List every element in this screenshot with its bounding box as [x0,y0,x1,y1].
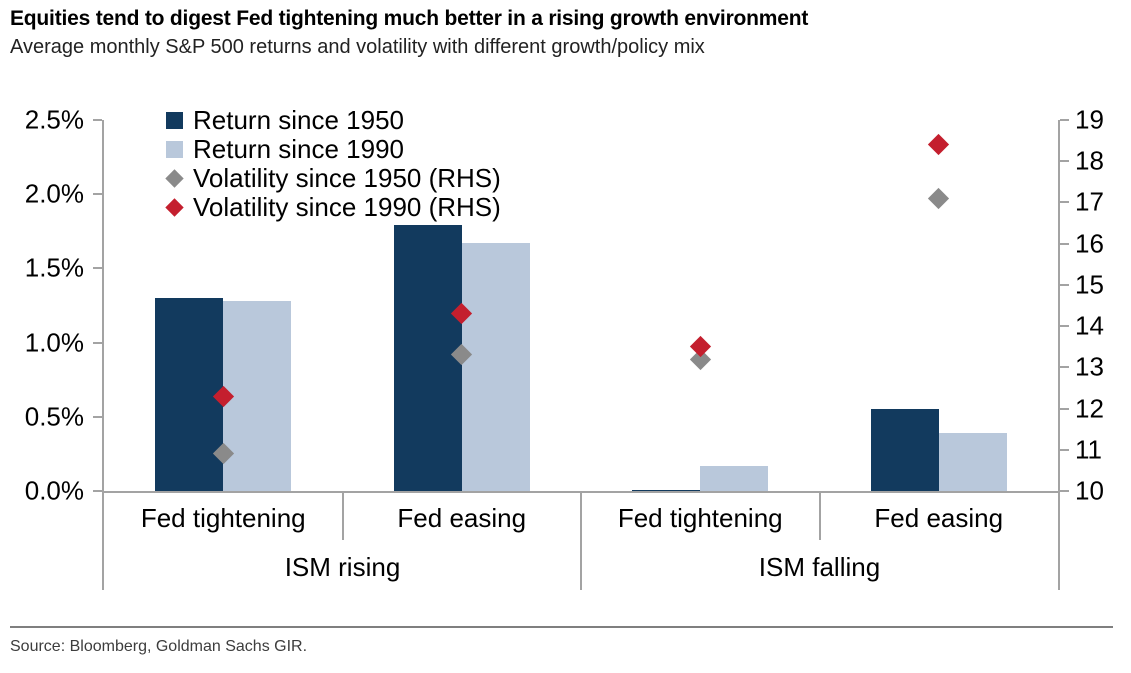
left-axis-tick-label: 1.0% [24,327,84,358]
diamond-volatility-1990 [928,134,950,156]
right-axis-tick [1060,448,1069,451]
legend-item: Return since 1950 [166,106,501,135]
left-axis-tick [93,490,102,492]
category-label-fed: Fed easing [397,503,527,533]
category-label-fed: Fed easing [874,503,1004,533]
left-axis-tick [93,415,102,418]
right-axis-tick [1060,283,1069,286]
right-axis-tick-label: 15 [1075,269,1104,300]
legend-diamond-swatch [165,169,184,188]
legend-item: Return since 1990 [166,135,501,164]
right-axis-tick [1060,119,1069,121]
legend-label: Volatility since 1990 (RHS) [193,192,501,222]
left-axis-tick-label: 1.5% [24,252,84,283]
bar-return-1950 [155,298,224,491]
category-label-fed: Fed tightening [617,503,783,533]
right-axis-tick-label: 14 [1075,310,1104,341]
footer-divider [10,626,1113,628]
legend-item: Volatility since 1950 (RHS) [165,163,501,193]
right-axis-tick-label: 11 [1075,434,1102,465]
legend-label: Return since 1950 [193,105,405,135]
right-axis-tick-label: 16 [1075,228,1104,259]
legend-label: Return since 1990 [193,134,405,164]
right-axis-line [1058,120,1060,590]
left-axis-tick [93,341,102,344]
right-axis-tick-label: 12 [1075,393,1104,424]
chart-title: Equities tend to digest Fed tightening m… [10,7,809,30]
right-axis-tick-label: 10 [1075,475,1104,506]
bar-return-1950 [632,489,701,492]
category-label-ism: ISM falling [758,552,881,582]
fed-divider-right [818,491,821,540]
right-axis-tick-label: 18 [1075,145,1104,176]
bar-return-1950 [393,225,462,491]
right-axis-tick-label: 19 [1075,104,1104,135]
left-axis-tick [93,119,102,121]
right-axis-tick [1060,160,1069,163]
left-axis-tick-label: 2.5% [24,104,84,135]
right-axis-tick [1060,490,1069,492]
bar-return-1990 [461,243,530,491]
left-axis-tick-label: 0.5% [24,401,84,432]
diamond-volatility-1990 [689,336,711,358]
left-axis-tick-label: 2.0% [24,178,84,209]
legend-label: Volatility since 1950 (RHS) [193,163,501,193]
legend-diamond-swatch [165,198,184,217]
right-axis-tick-label: 13 [1075,351,1104,382]
left-axis-tick [93,267,102,270]
right-axis-tick [1060,242,1069,245]
right-axis-tick [1060,366,1069,369]
left-axis-line [102,120,104,590]
right-axis-tick [1060,201,1069,204]
bar-return-1990 [223,301,292,491]
legend: Return since 1950 Return since 1990 Volati… [165,106,501,222]
ism-group-divider [580,491,582,590]
source-text: Source: Bloomberg, Goldman Sachs GIR. [10,638,308,655]
bar-return-1950 [870,409,939,491]
chart-subtitle: Average monthly S&P 500 returns and vola… [10,36,705,58]
left-axis-tick-label: 0.0% [24,475,84,506]
legend-square-swatch [166,112,183,129]
category-label-ism: ISM rising [284,552,401,582]
right-axis-tick [1060,407,1069,410]
left-axis-tick [93,193,102,196]
diamond-volatility-1950 [928,187,950,209]
right-axis-tick [1060,325,1069,328]
bar-return-1990 [700,465,769,491]
legend-square-swatch [166,141,183,158]
category-label-fed: Fed tightening [140,503,306,533]
fed-divider-left [341,491,344,540]
right-axis-tick-label: 17 [1075,186,1104,217]
legend-item: Volatility since 1990 (RHS) [165,192,501,222]
bar-return-1990 [938,433,1007,491]
